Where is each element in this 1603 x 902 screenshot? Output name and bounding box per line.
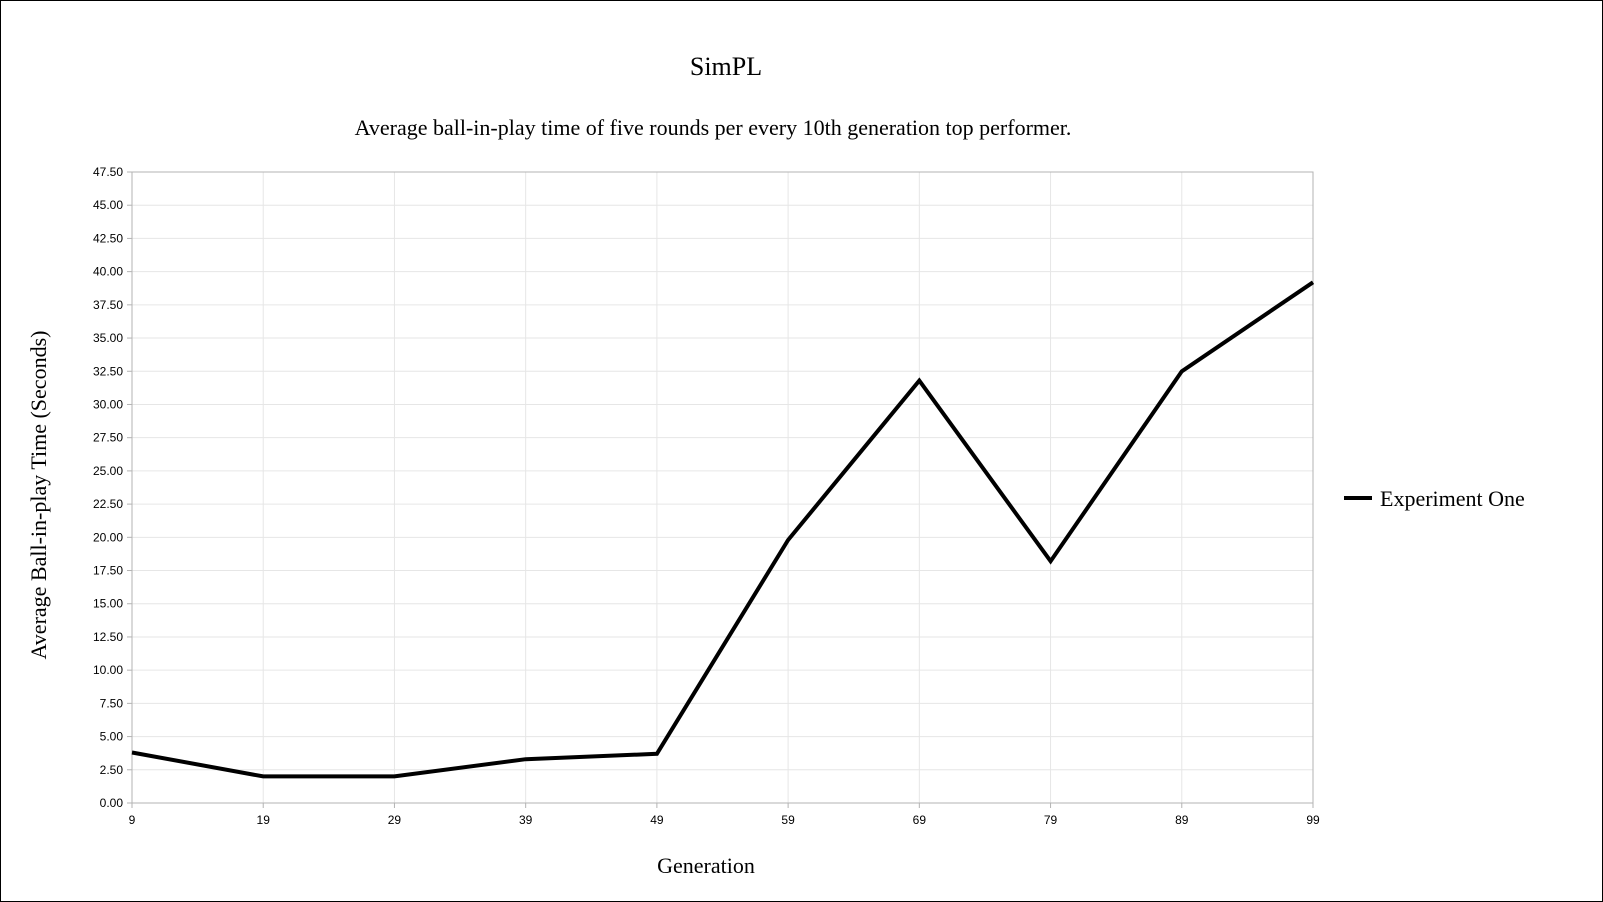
plot-area-border — [131, 171, 1314, 804]
y-tick-label: 45.00 — [93, 198, 123, 212]
x-tick-label: 49 — [650, 813, 664, 827]
legend-label-experiment-one: Experiment One — [1380, 486, 1525, 511]
series-layer — [131, 280, 1315, 779]
y-tick-label: 35.00 — [93, 331, 123, 345]
y-tick-label: 17.50 — [93, 564, 123, 578]
x-tick-label: 29 — [388, 813, 402, 827]
x-tick-label: 79 — [1044, 813, 1058, 827]
x-tick-label: 59 — [781, 813, 795, 827]
y-tick-label: 0.00 — [100, 796, 124, 810]
x-tick-label: 39 — [519, 813, 533, 827]
x-tick-label: 9 — [129, 813, 136, 827]
y-tick-label: 25.00 — [93, 464, 123, 478]
x-tick-label: 99 — [1306, 813, 1320, 827]
grid — [131, 171, 1314, 804]
y-axis-label: Average Ball-in-play Time (Seconds) — [26, 331, 51, 660]
y-tick-label: 20.00 — [93, 530, 123, 544]
series-line-experiment-one — [131, 280, 1315, 779]
y-tick-label: 10.00 — [93, 663, 123, 677]
x-axis-label: Generation — [657, 853, 755, 878]
y-tick-label: 32.50 — [93, 364, 123, 378]
y-tick-label: 42.50 — [93, 231, 123, 245]
x-axis-ticks: 9 19 29 39 49 59 69 79 89 99 — [129, 803, 1320, 827]
x-tick-label: 19 — [257, 813, 271, 827]
y-tick-label: 30.00 — [93, 397, 123, 411]
y-tick-label: 27.50 — [93, 431, 123, 445]
y-tick-label: 37.50 — [93, 298, 123, 312]
chart-subtitle: Average ball-in-play time of five rounds… — [355, 115, 1072, 140]
y-tick-label: 15.00 — [93, 597, 123, 611]
y-tick-label: 40.00 — [93, 265, 123, 279]
y-tick-label: 5.00 — [100, 730, 124, 744]
y-tick-label: 7.50 — [100, 696, 124, 710]
y-tick-label: 12.50 — [93, 630, 123, 644]
legend: Experiment One — [1344, 486, 1525, 511]
chart-title: SimPL — [690, 52, 762, 81]
y-tick-label: 22.50 — [93, 497, 123, 511]
y-axis-ticks: 0.00 2.50 5.00 7.50 10.00 12.50 15.00 17.50 20.0… — [93, 165, 132, 810]
x-tick-label: 89 — [1175, 813, 1189, 827]
x-tick-label: 69 — [913, 813, 927, 827]
y-tick-label: 2.50 — [100, 763, 124, 777]
y-tick-label: 47.50 — [93, 165, 123, 179]
